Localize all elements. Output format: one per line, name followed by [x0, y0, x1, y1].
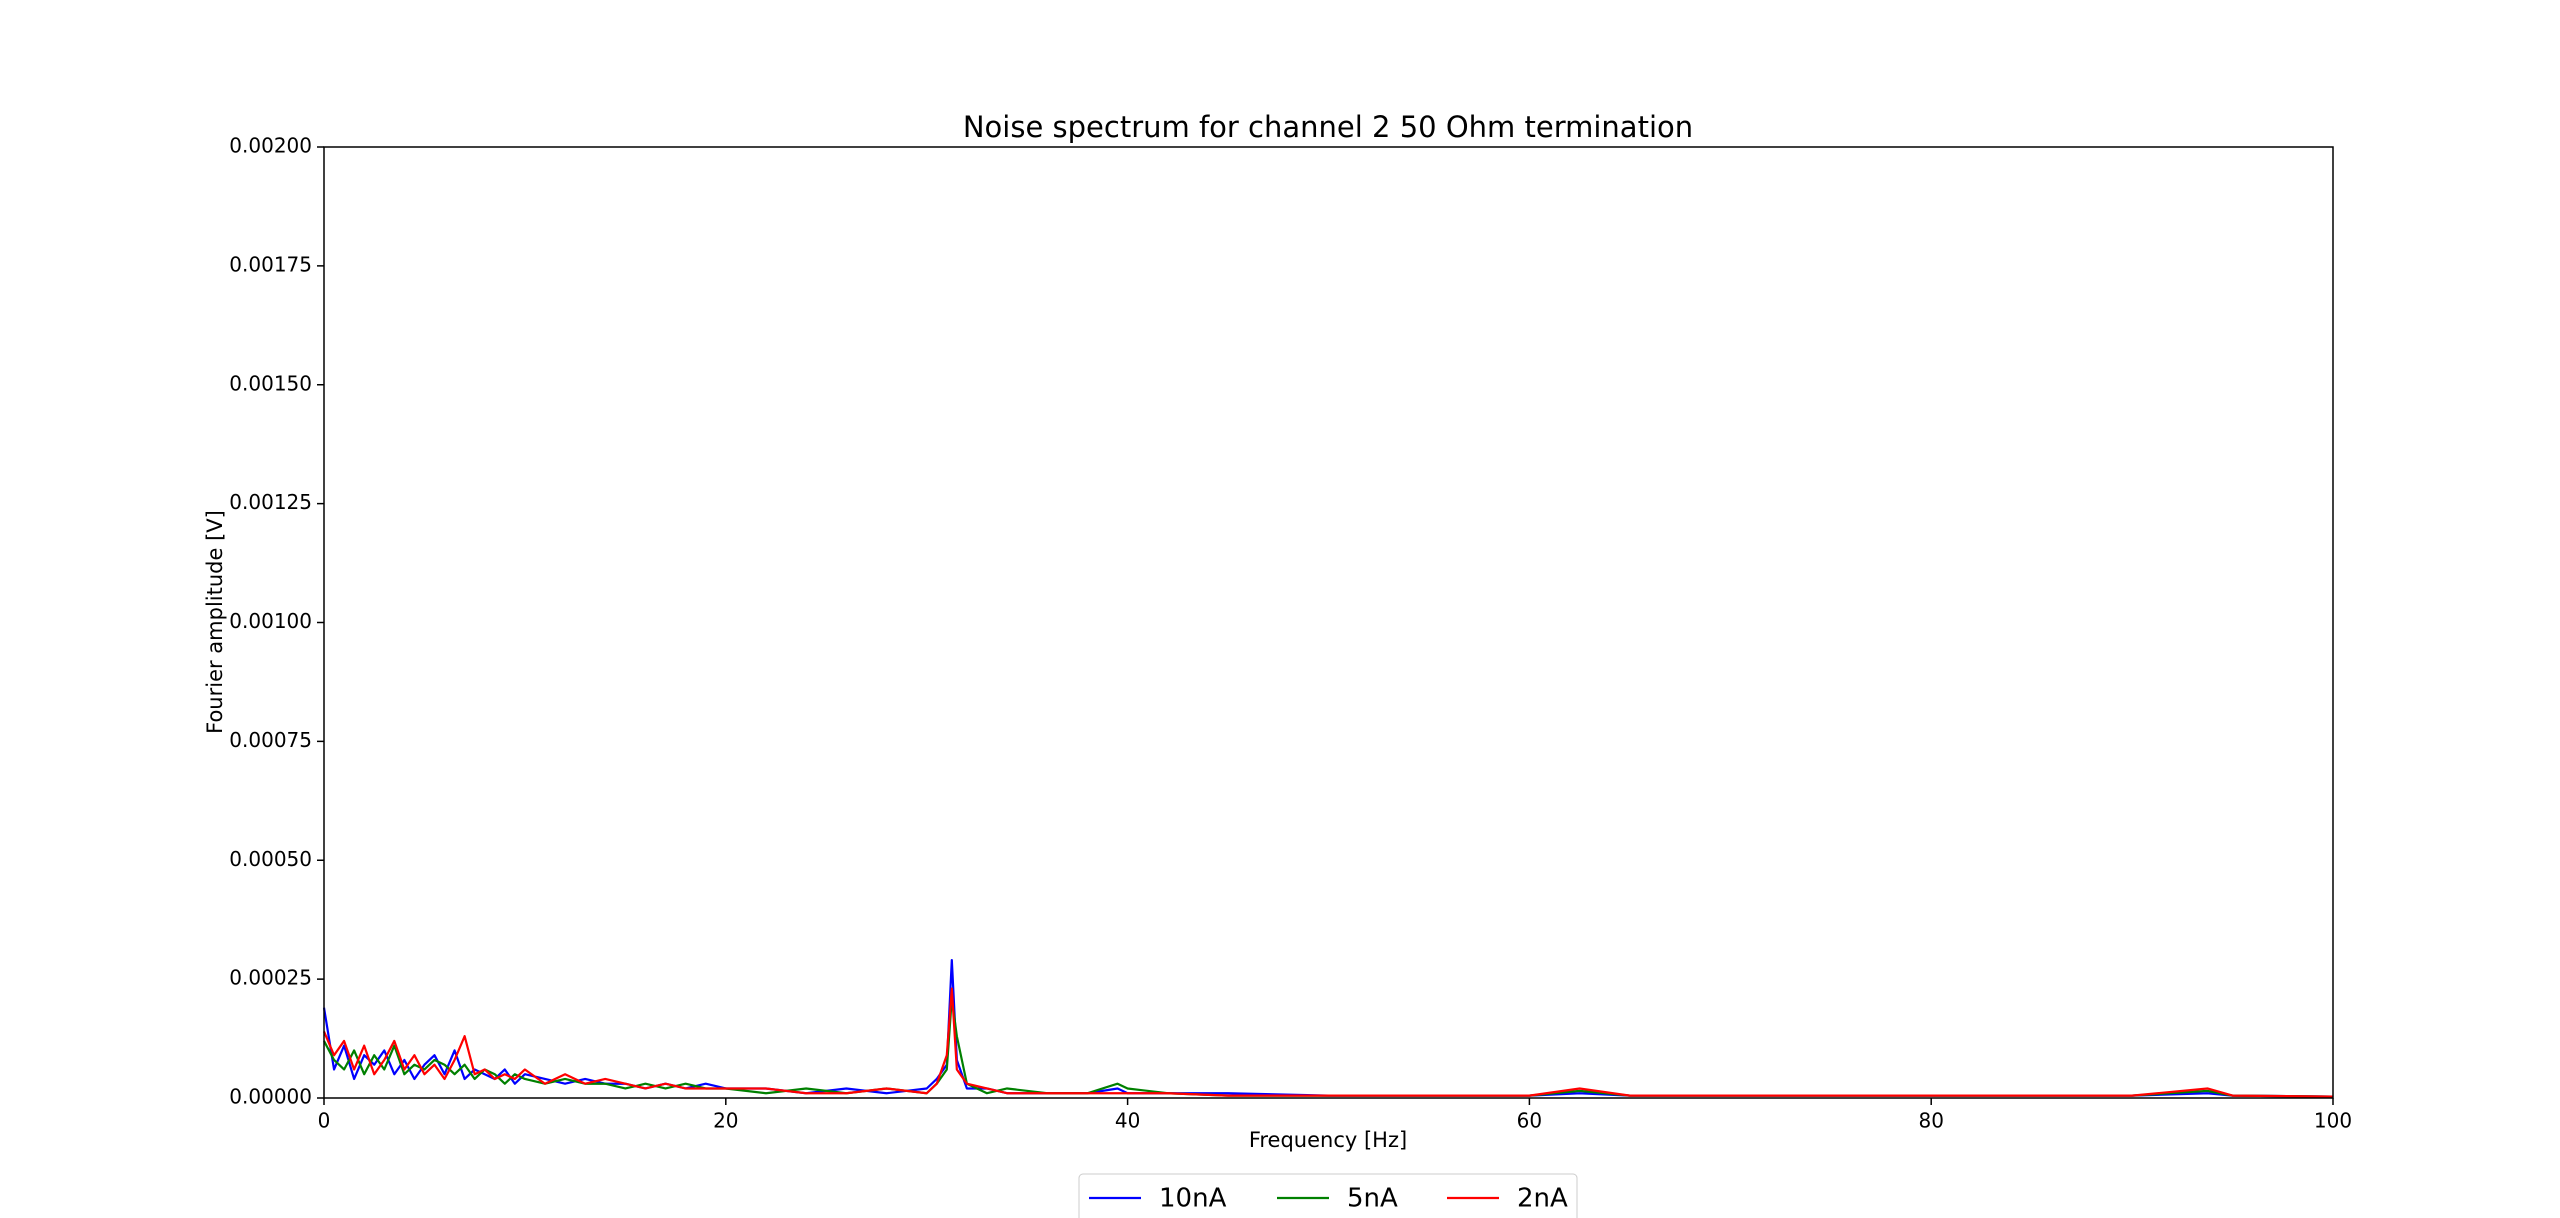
series-line: [323, 997, 2334, 1098]
x-tick-label: 20: [713, 1109, 738, 1133]
series-line: [322, 987, 2334, 1098]
legend-label: 10nA: [1159, 1184, 1227, 1214]
x-tick-label: 40: [1115, 1109, 1140, 1133]
y-axis-label: Fourier amplitude [V]: [203, 510, 227, 734]
y-tick-label: 0.00025: [229, 966, 312, 990]
y-tick-label: 0.00150: [229, 371, 312, 395]
y-tick-label: 0.00075: [229, 728, 312, 752]
x-axis-label: Frequency [Hz]: [1249, 1128, 1407, 1152]
y-tick-label: 0.00000: [229, 1085, 312, 1109]
y-tick-label: 0.00175: [229, 252, 312, 276]
plot-frame: [323, 146, 2334, 1099]
chart-title: Noise spectrum for channel 2 50 Ohm term…: [963, 110, 1693, 144]
x-tick-label: 60: [1517, 1109, 1542, 1133]
y-tick-label: 0.00200: [229, 134, 312, 158]
y-tick-label: 0.00125: [229, 490, 312, 514]
legend-box: [1078, 1173, 1578, 1218]
x-tick-label: 80: [1918, 1109, 1943, 1133]
series-line: [322, 959, 2334, 1098]
legend-label: 5nA: [1347, 1184, 1398, 1214]
y-tick-label: 0.00100: [229, 609, 312, 633]
x-tick-label: 100: [2314, 1109, 2352, 1133]
y-tick-label: 0.00050: [229, 847, 312, 871]
x-tick-label: 0: [318, 1109, 331, 1133]
legend-label: 2nA: [1517, 1184, 1568, 1214]
